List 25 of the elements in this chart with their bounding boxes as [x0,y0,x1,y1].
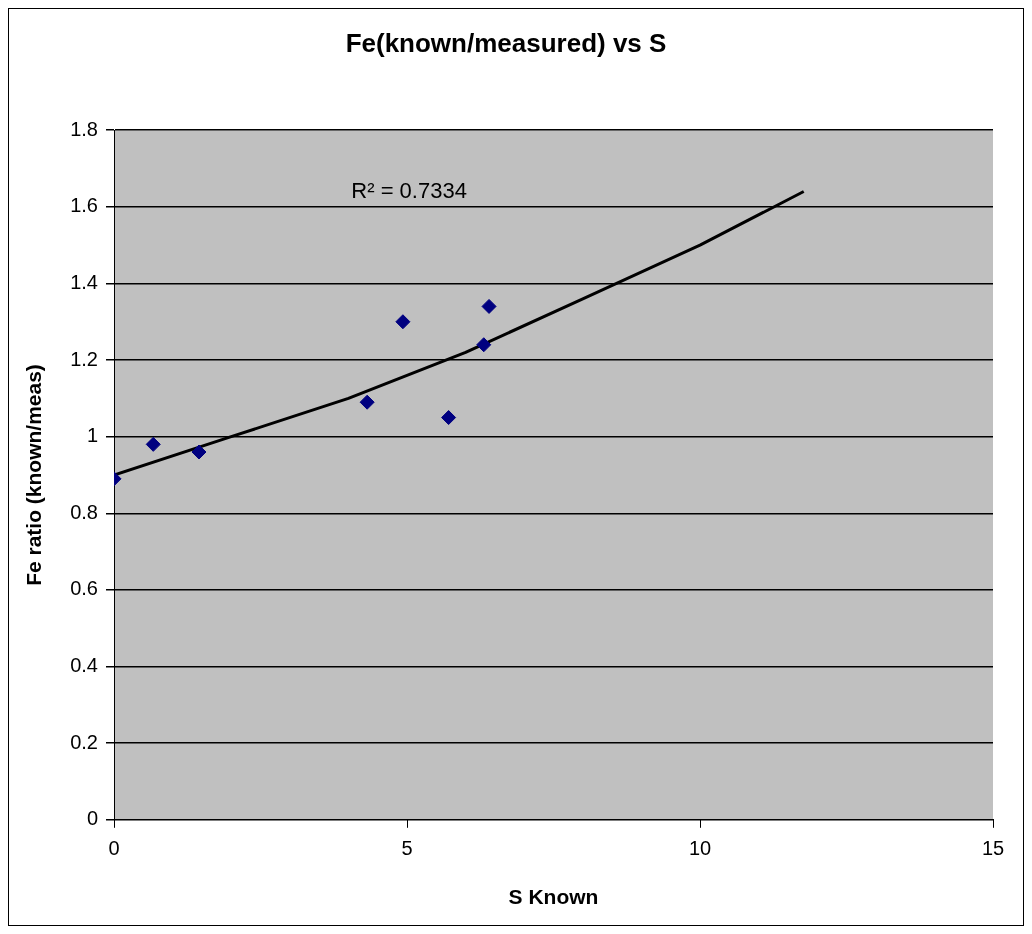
y-tick-label: 1.6 [70,194,98,217]
annotation: R² = 0.7334 [351,178,467,204]
point [359,394,375,410]
point [145,436,161,452]
x-tick-label: 15 [981,837,1005,860]
point [476,337,492,353]
y-tick-label: 0.2 [70,730,98,753]
x-tick-label: 5 [401,837,413,860]
y-tick-label: 1.4 [70,270,98,293]
point [441,410,457,426]
y-tick-label: 0 [86,807,98,830]
point [481,298,497,314]
y-axis-title: Fe ratio (known/meas) [22,364,46,586]
y-tick-label: 0.4 [70,654,98,677]
chart-title: Fe(known/measured) vs S [345,27,667,58]
y-tick-label: 1.2 [70,347,98,370]
point [191,444,207,460]
x-tick-label: 0 [108,837,120,860]
y-tick-label: 1.8 [70,117,98,140]
y-tick-label: 0.6 [70,577,98,600]
y-tick-label: 1 [86,424,98,447]
x-tick-label: 10 [688,837,712,860]
point [395,314,411,330]
y-tick-label: 0.8 [70,500,98,523]
x-axis-title: S Known [508,885,599,909]
